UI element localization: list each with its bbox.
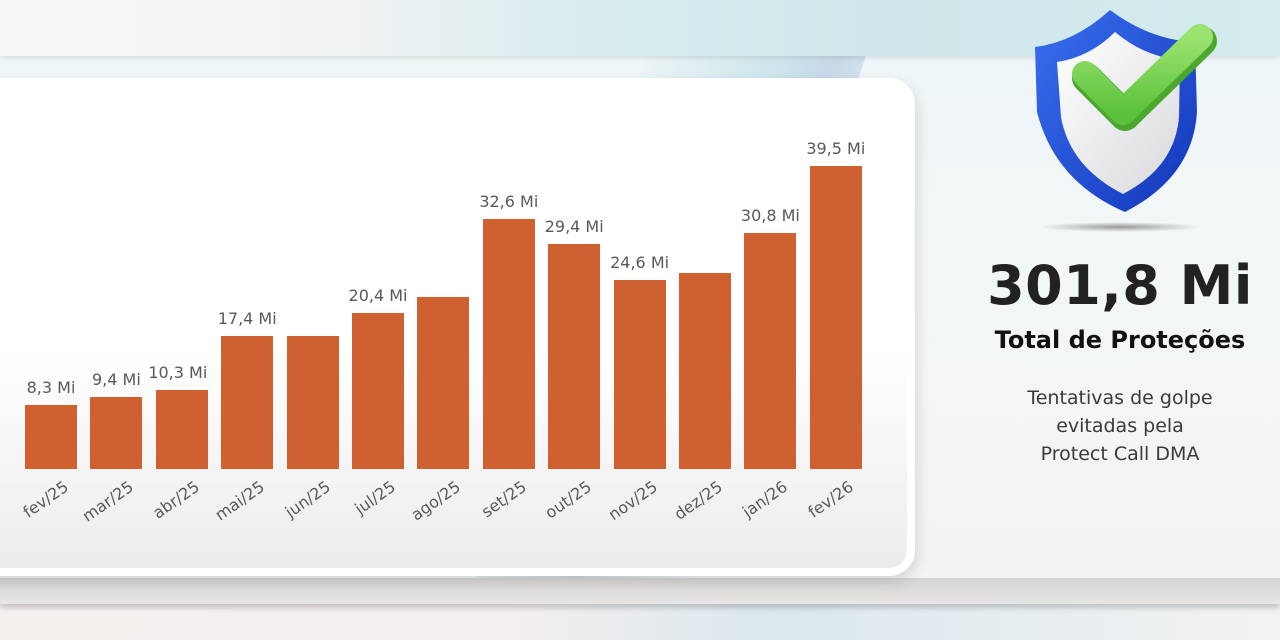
total-label: Total de Proteções <box>994 326 1246 354</box>
bar-value-label: 39,5 Mi <box>806 139 866 159</box>
x-axis-label: jun/25 <box>281 477 334 522</box>
x-axis-label: ago/25 <box>407 477 465 525</box>
x-axis-label: fev/25 <box>19 477 72 522</box>
bar-dez-25 <box>679 272 731 469</box>
x-axis-label: dez/25 <box>670 477 726 524</box>
x-axis-label: mar/25 <box>79 477 138 526</box>
bar-chart: 8,3 Mi fev/25 9,4 Mi mar/25 10,3 Mi abr/25 17,… <box>0 86 907 568</box>
bar-mai-25 <box>221 335 274 469</box>
bar-fev-26 <box>809 166 862 469</box>
bar-nov-25 <box>613 280 666 469</box>
description-line: evitadas pela <box>1056 415 1184 437</box>
x-axis-label: set/25 <box>477 477 530 522</box>
bar-abr-25 <box>155 389 208 469</box>
bar-jun-25 <box>286 335 339 469</box>
x-axis-label: out/25 <box>541 477 596 523</box>
total-value: 301,8 Mi <box>987 254 1253 317</box>
x-axis-label: jan/26 <box>739 477 792 522</box>
bar-value-label: 32,6 Mi <box>479 191 539 211</box>
x-axis-label: abr/25 <box>148 477 203 523</box>
bottom-shelf <box>0 578 1280 604</box>
shield-shadow <box>1040 222 1200 232</box>
bar-jan-26 <box>744 232 797 469</box>
x-axis-label: jul/25 <box>351 477 399 519</box>
chart-card: 8,3 Mi fev/25 9,4 Mi mar/25 10,3 Mi abr/25 17,… <box>0 78 915 576</box>
bar-value-label: 29,4 Mi <box>544 216 604 236</box>
x-axis-label: nov/25 <box>604 477 661 525</box>
bar-value-label: 8,3 Mi <box>26 378 76 398</box>
description-line: Protect Call DMA <box>1040 443 1200 465</box>
x-axis-label: fev/26 <box>804 477 857 522</box>
bar-out-25 <box>548 243 601 469</box>
description: Tentativas de golpe evitadas pela Protec… <box>960 384 1280 468</box>
bar-value-label: 24,6 Mi <box>610 253 670 273</box>
x-axis-label: mai/25 <box>211 477 269 525</box>
shield-check-icon <box>1015 2 1225 232</box>
bar-value-label: 17,4 Mi <box>217 308 277 328</box>
bar-ago-25 <box>417 297 470 469</box>
bar-mar-25 <box>90 396 143 469</box>
bar-fev-25 <box>25 405 77 469</box>
bar-value-label: 10,3 Mi <box>148 362 208 382</box>
summary-panel: 301,8 Mi Total de Proteções Tentativas d… <box>960 250 1280 468</box>
bar-value-label: 9,4 Mi <box>92 369 141 389</box>
bar-value-label: 30,8 Mi <box>740 205 800 225</box>
bar-value-label: 20,4 Mi <box>348 285 408 305</box>
bar-jul-25 <box>352 312 404 469</box>
bottom-floor <box>0 604 1280 640</box>
description-line: Tentativas de golpe <box>1027 387 1213 409</box>
bar-set-25 <box>482 218 535 469</box>
